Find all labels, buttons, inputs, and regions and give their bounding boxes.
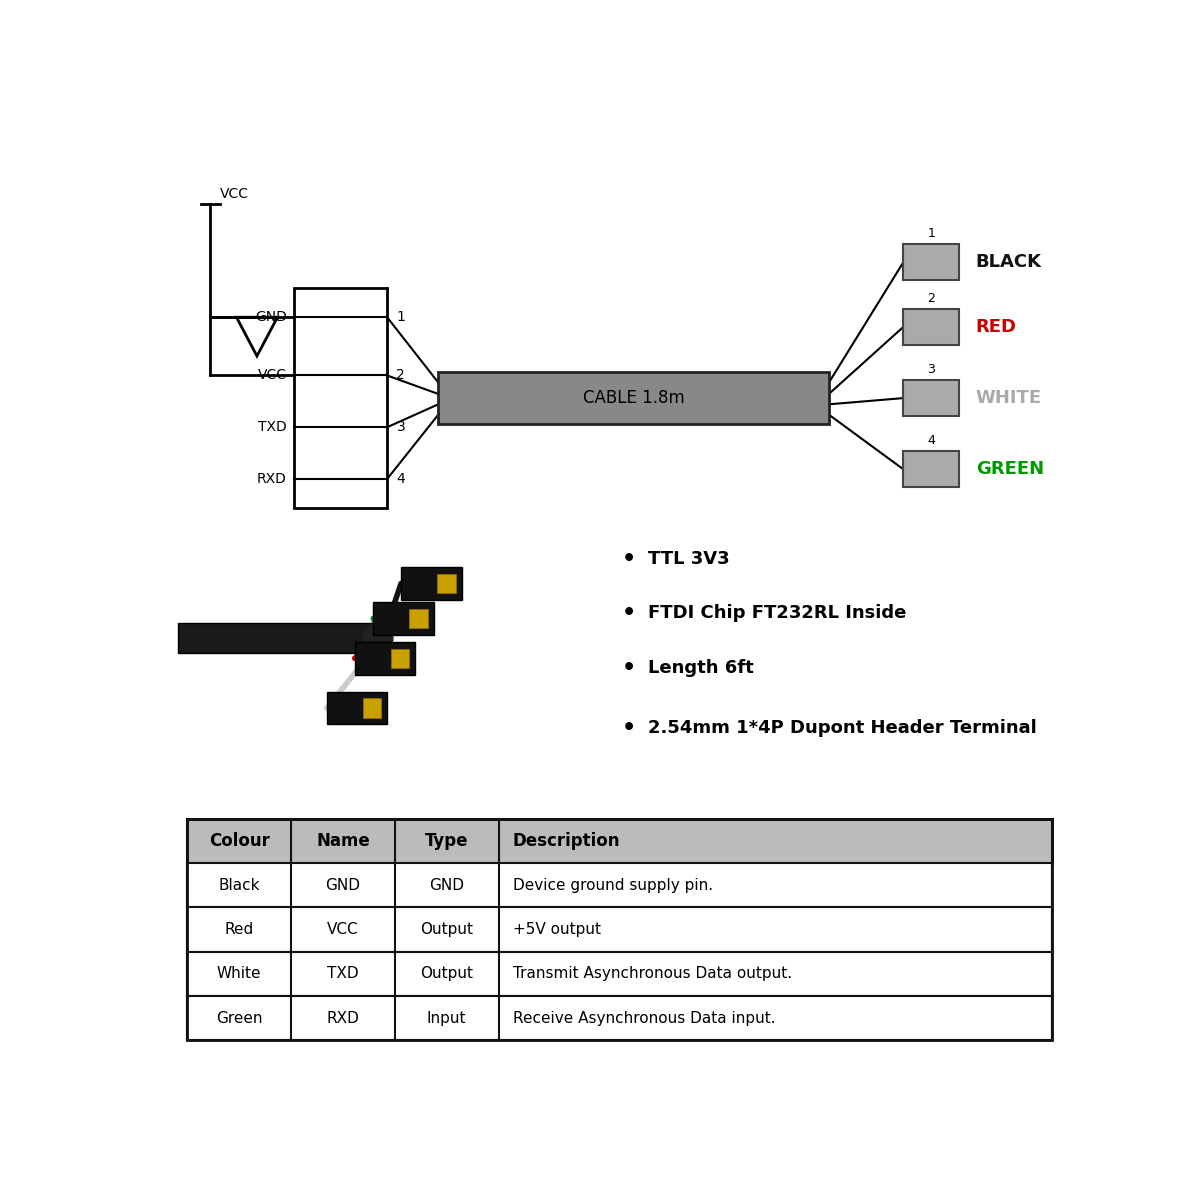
Text: Transmit Asynchronous Data output.: Transmit Asynchronous Data output. <box>512 966 792 982</box>
Text: Length 6ft: Length 6ft <box>648 659 754 677</box>
Text: +5V output: +5V output <box>512 922 600 937</box>
Bar <box>187 952 1052 996</box>
Bar <box>326 692 388 725</box>
Text: BLACK: BLACK <box>976 253 1042 271</box>
Text: RED: RED <box>976 318 1016 336</box>
Text: Black: Black <box>218 877 260 893</box>
Bar <box>187 996 1052 1040</box>
Bar <box>178 623 383 653</box>
Text: VCC: VCC <box>328 922 359 937</box>
Bar <box>187 818 1052 1040</box>
Text: WHITE: WHITE <box>976 389 1042 407</box>
Bar <box>401 568 462 600</box>
Text: Output: Output <box>420 966 473 982</box>
Bar <box>187 818 1052 863</box>
Bar <box>904 451 959 487</box>
Bar <box>294 288 388 508</box>
Bar <box>362 698 382 718</box>
Text: Green: Green <box>216 1010 263 1026</box>
Bar <box>187 907 1052 952</box>
Text: GND: GND <box>430 877 464 893</box>
Text: Type: Type <box>425 832 468 850</box>
Text: 1: 1 <box>396 311 406 324</box>
Bar <box>437 574 456 593</box>
Text: 4: 4 <box>928 434 935 446</box>
Text: 3: 3 <box>928 362 935 376</box>
Bar <box>373 602 433 635</box>
Text: 3: 3 <box>396 420 406 434</box>
Text: Red: Red <box>224 922 253 937</box>
Text: FTDI Chip FT232RL Inside: FTDI Chip FT232RL Inside <box>648 605 906 623</box>
Bar <box>409 608 427 628</box>
Text: VCC: VCC <box>258 368 287 383</box>
Text: Device ground supply pin.: Device ground supply pin. <box>512 877 713 893</box>
Text: TXD: TXD <box>258 420 287 434</box>
Text: VCC: VCC <box>220 187 248 202</box>
Bar <box>438 372 829 424</box>
Text: 2.54mm 1*4P Dupont Header Terminal: 2.54mm 1*4P Dupont Header Terminal <box>648 719 1037 737</box>
Text: GND: GND <box>254 311 287 324</box>
Text: RXD: RXD <box>326 1010 359 1026</box>
Text: White: White <box>217 966 262 982</box>
Text: CABLE 1.8m: CABLE 1.8m <box>583 389 684 407</box>
Bar <box>904 380 959 416</box>
Text: Output: Output <box>420 922 473 937</box>
Text: Name: Name <box>316 832 370 850</box>
Bar <box>355 642 415 674</box>
Text: Description: Description <box>512 832 620 850</box>
Text: Colour: Colour <box>209 832 270 850</box>
Text: 2: 2 <box>396 368 406 383</box>
Text: TXD: TXD <box>328 966 359 982</box>
Text: •: • <box>622 548 636 569</box>
Text: 2: 2 <box>928 292 935 305</box>
Text: •: • <box>622 659 636 678</box>
Circle shape <box>362 623 392 653</box>
Bar <box>904 245 959 280</box>
Text: 1: 1 <box>928 227 935 240</box>
Text: •: • <box>622 604 636 623</box>
Text: RXD: RXD <box>257 472 287 486</box>
Bar <box>391 648 409 668</box>
Text: GND: GND <box>325 877 360 893</box>
Text: GREEN: GREEN <box>976 461 1044 479</box>
Text: TTL 3V3: TTL 3V3 <box>648 550 730 568</box>
Text: 4: 4 <box>396 472 406 486</box>
Bar <box>904 310 959 344</box>
Text: •: • <box>622 718 636 738</box>
Text: Input: Input <box>427 1010 467 1026</box>
Text: Receive Asynchronous Data input.: Receive Asynchronous Data input. <box>512 1010 775 1026</box>
Bar <box>187 863 1052 907</box>
